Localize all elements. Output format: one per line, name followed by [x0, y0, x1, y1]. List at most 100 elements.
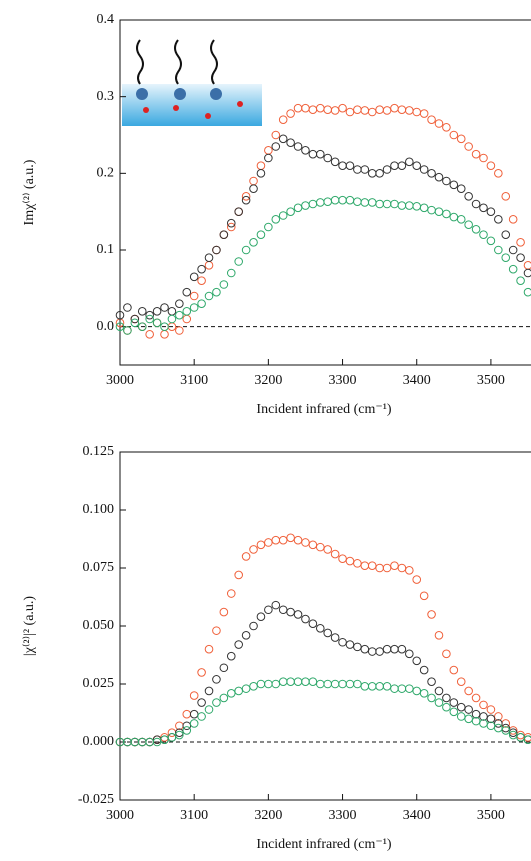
- data-point: [442, 209, 451, 219]
- data-point: [375, 169, 384, 178]
- data-point: [494, 215, 503, 224]
- data-point: [405, 566, 414, 575]
- data-point: [523, 287, 531, 297]
- data-point: [390, 561, 399, 570]
- data-point: [175, 310, 184, 320]
- data-point: [412, 107, 422, 117]
- data-point: [256, 679, 266, 689]
- data-point: [241, 552, 251, 561]
- data-point: [382, 165, 392, 174]
- y-tick-label: 0.4: [97, 12, 115, 27]
- data-point: [508, 245, 518, 255]
- data-point: [338, 554, 347, 564]
- data-point: [479, 700, 488, 710]
- data-point: [212, 626, 221, 635]
- data-point: [456, 702, 466, 712]
- data-point: [456, 677, 466, 686]
- data-point: [264, 605, 273, 615]
- data-point: [353, 679, 362, 689]
- data-point: [464, 142, 473, 151]
- data-point: [256, 161, 266, 170]
- y-tick-label: 0.050: [83, 618, 115, 633]
- data-point: [479, 153, 488, 163]
- data-point: [464, 220, 473, 229]
- data-point: [234, 207, 243, 216]
- data-point: [367, 169, 377, 178]
- data-point: [308, 619, 318, 628]
- data-point: [375, 199, 384, 209]
- data-point: [516, 238, 525, 247]
- data-point: [330, 157, 340, 167]
- data-point: [182, 307, 192, 316]
- data-point: [219, 280, 229, 289]
- data-point: [204, 686, 214, 696]
- x-tick-label: 3500: [477, 808, 505, 823]
- data-point: [494, 245, 503, 255]
- data-point: [152, 318, 162, 328]
- data-point: [338, 103, 347, 113]
- y-tick-label: 0.100: [83, 502, 115, 517]
- data-point: [182, 287, 192, 297]
- data-point: [249, 238, 258, 247]
- data-point: [338, 637, 347, 647]
- data-point: [308, 149, 318, 159]
- data-point: [249, 545, 258, 554]
- data-point: [167, 307, 177, 316]
- data-point: [427, 677, 436, 686]
- x-tick-label: 3200: [254, 373, 282, 388]
- data-point: [278, 605, 288, 615]
- data-point: [464, 686, 473, 696]
- data-point: [293, 535, 303, 545]
- data-point: [456, 712, 466, 721]
- data-point: [486, 236, 496, 246]
- data-point: [189, 272, 199, 282]
- data-point: [434, 172, 444, 182]
- data-point: [434, 119, 444, 128]
- data-point: [345, 640, 355, 649]
- data-point: [419, 665, 429, 675]
- data-point: [323, 105, 333, 114]
- data-point: [523, 268, 531, 278]
- data-point: [197, 712, 206, 721]
- data-point: [494, 712, 503, 721]
- data-point: [412, 575, 422, 584]
- data-point: [293, 203, 303, 213]
- data-point: [271, 600, 281, 610]
- panel: -0.025 0.000 0.025 0.050 0.075 0.100 0.125 3000…: [22, 444, 531, 852]
- data-point: [405, 649, 414, 659]
- data-point: [175, 730, 184, 740]
- data-point: [405, 157, 414, 167]
- data-point: [449, 180, 459, 190]
- plot-frame: [119, 19, 531, 366]
- data-point: [271, 679, 281, 689]
- data-point: [256, 169, 266, 178]
- data-point: [419, 109, 429, 118]
- data-point: [249, 621, 258, 631]
- data-point: [367, 561, 377, 570]
- y-tick-label: 0.2: [97, 166, 115, 181]
- data-point: [323, 679, 333, 689]
- data-point: [182, 709, 192, 719]
- data-point: [419, 591, 429, 601]
- data-point: [212, 287, 221, 297]
- data-point: [293, 610, 303, 619]
- data-point: [419, 688, 429, 698]
- data-point: [338, 161, 347, 170]
- data-point: [293, 677, 303, 686]
- data-point: [278, 211, 288, 220]
- data-point: [523, 735, 531, 744]
- data-point: [197, 276, 206, 285]
- data-point: [241, 630, 251, 640]
- data-point: [315, 624, 325, 633]
- y-tick-label: 0.1: [97, 242, 115, 257]
- data-point: [264, 146, 273, 155]
- data-point: [160, 322, 169, 331]
- data-point: [219, 693, 229, 703]
- data-point: [449, 665, 459, 675]
- data-point: [315, 679, 325, 689]
- data-point: [278, 115, 288, 124]
- data-point: [226, 651, 236, 661]
- data-point: [382, 682, 392, 691]
- y-tick-label: 0.025: [83, 676, 115, 691]
- data-point: [197, 668, 206, 677]
